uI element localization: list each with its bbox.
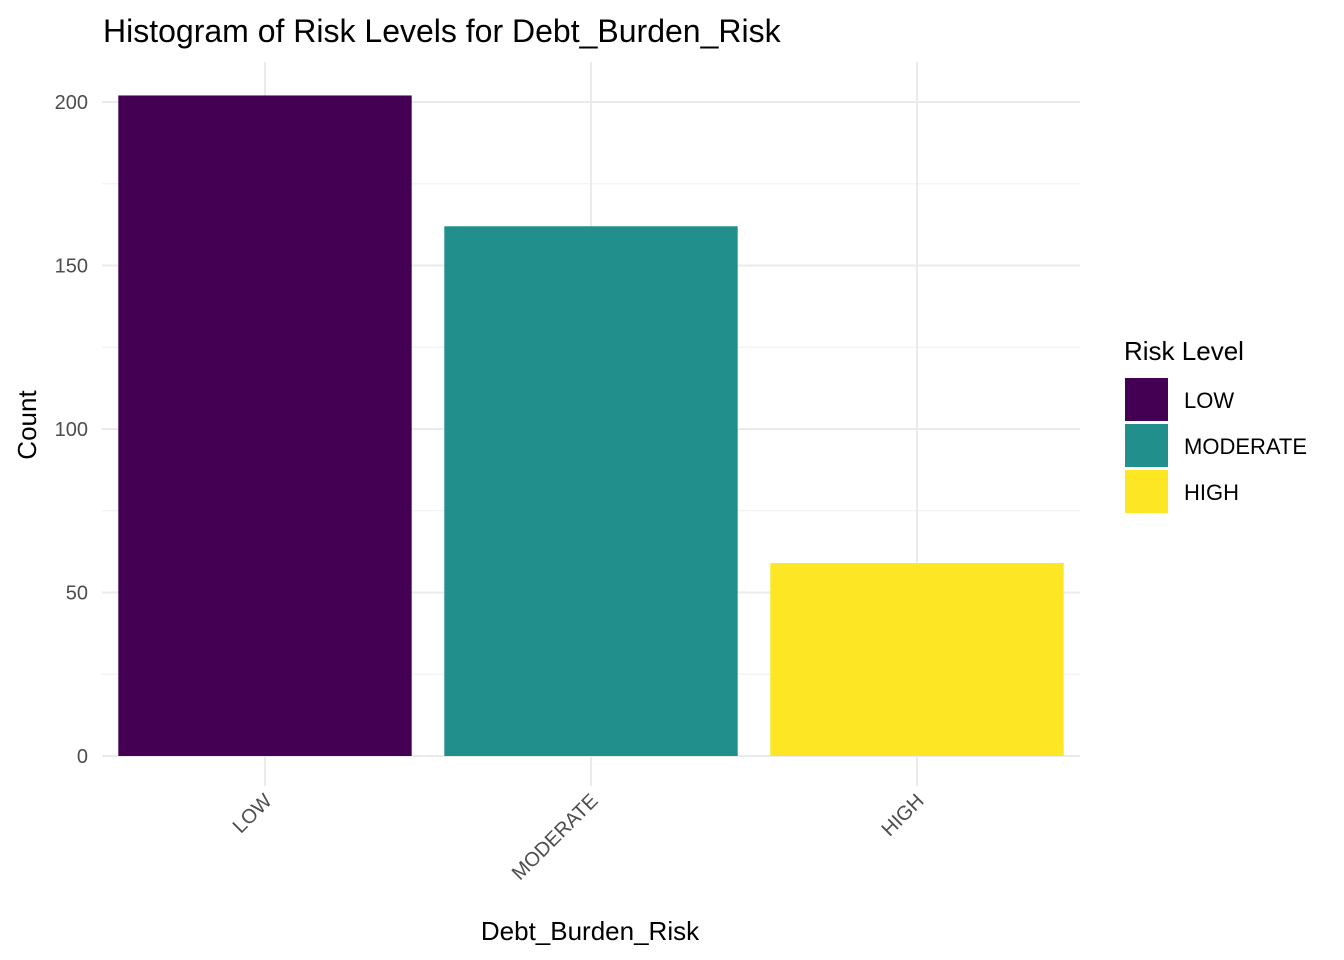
y-tick-label: 50: [66, 583, 88, 605]
x-tick-label: LOW: [229, 790, 277, 838]
legend-title: Risk Level: [1124, 336, 1244, 366]
y-tick-label: 100: [55, 419, 88, 441]
y-tick-label: 200: [55, 92, 88, 114]
x-tick-label: HIGH: [878, 790, 929, 841]
y-tick-label: 0: [77, 746, 88, 768]
legend-label-low: LOW: [1184, 388, 1234, 413]
y-axis-title: Count: [12, 390, 42, 460]
legend: Risk Level LOW MODERATE HIGH: [1124, 336, 1307, 513]
legend-swatch-high: [1125, 470, 1168, 513]
bar-low: [118, 95, 412, 756]
x-axis-ticks: LOW MODERATE HIGH: [229, 790, 929, 885]
bar-high: [770, 563, 1064, 756]
chart-title: Histogram of Risk Levels for Debt_Burden…: [103, 13, 782, 49]
y-axis-ticks: 0 50 100 150 200: [55, 92, 88, 768]
legend-label-moderate: MODERATE: [1184, 434, 1307, 459]
legend-label-high: HIGH: [1184, 480, 1239, 505]
x-tick-label: MODERATE: [508, 790, 603, 885]
legend-swatch-moderate: [1125, 424, 1168, 467]
bar-moderate: [444, 226, 738, 756]
legend-swatch-low: [1125, 378, 1168, 421]
y-tick-label: 150: [55, 256, 88, 278]
x-axis-title: Debt_Burden_Risk: [481, 916, 700, 946]
bars: [118, 95, 1064, 756]
